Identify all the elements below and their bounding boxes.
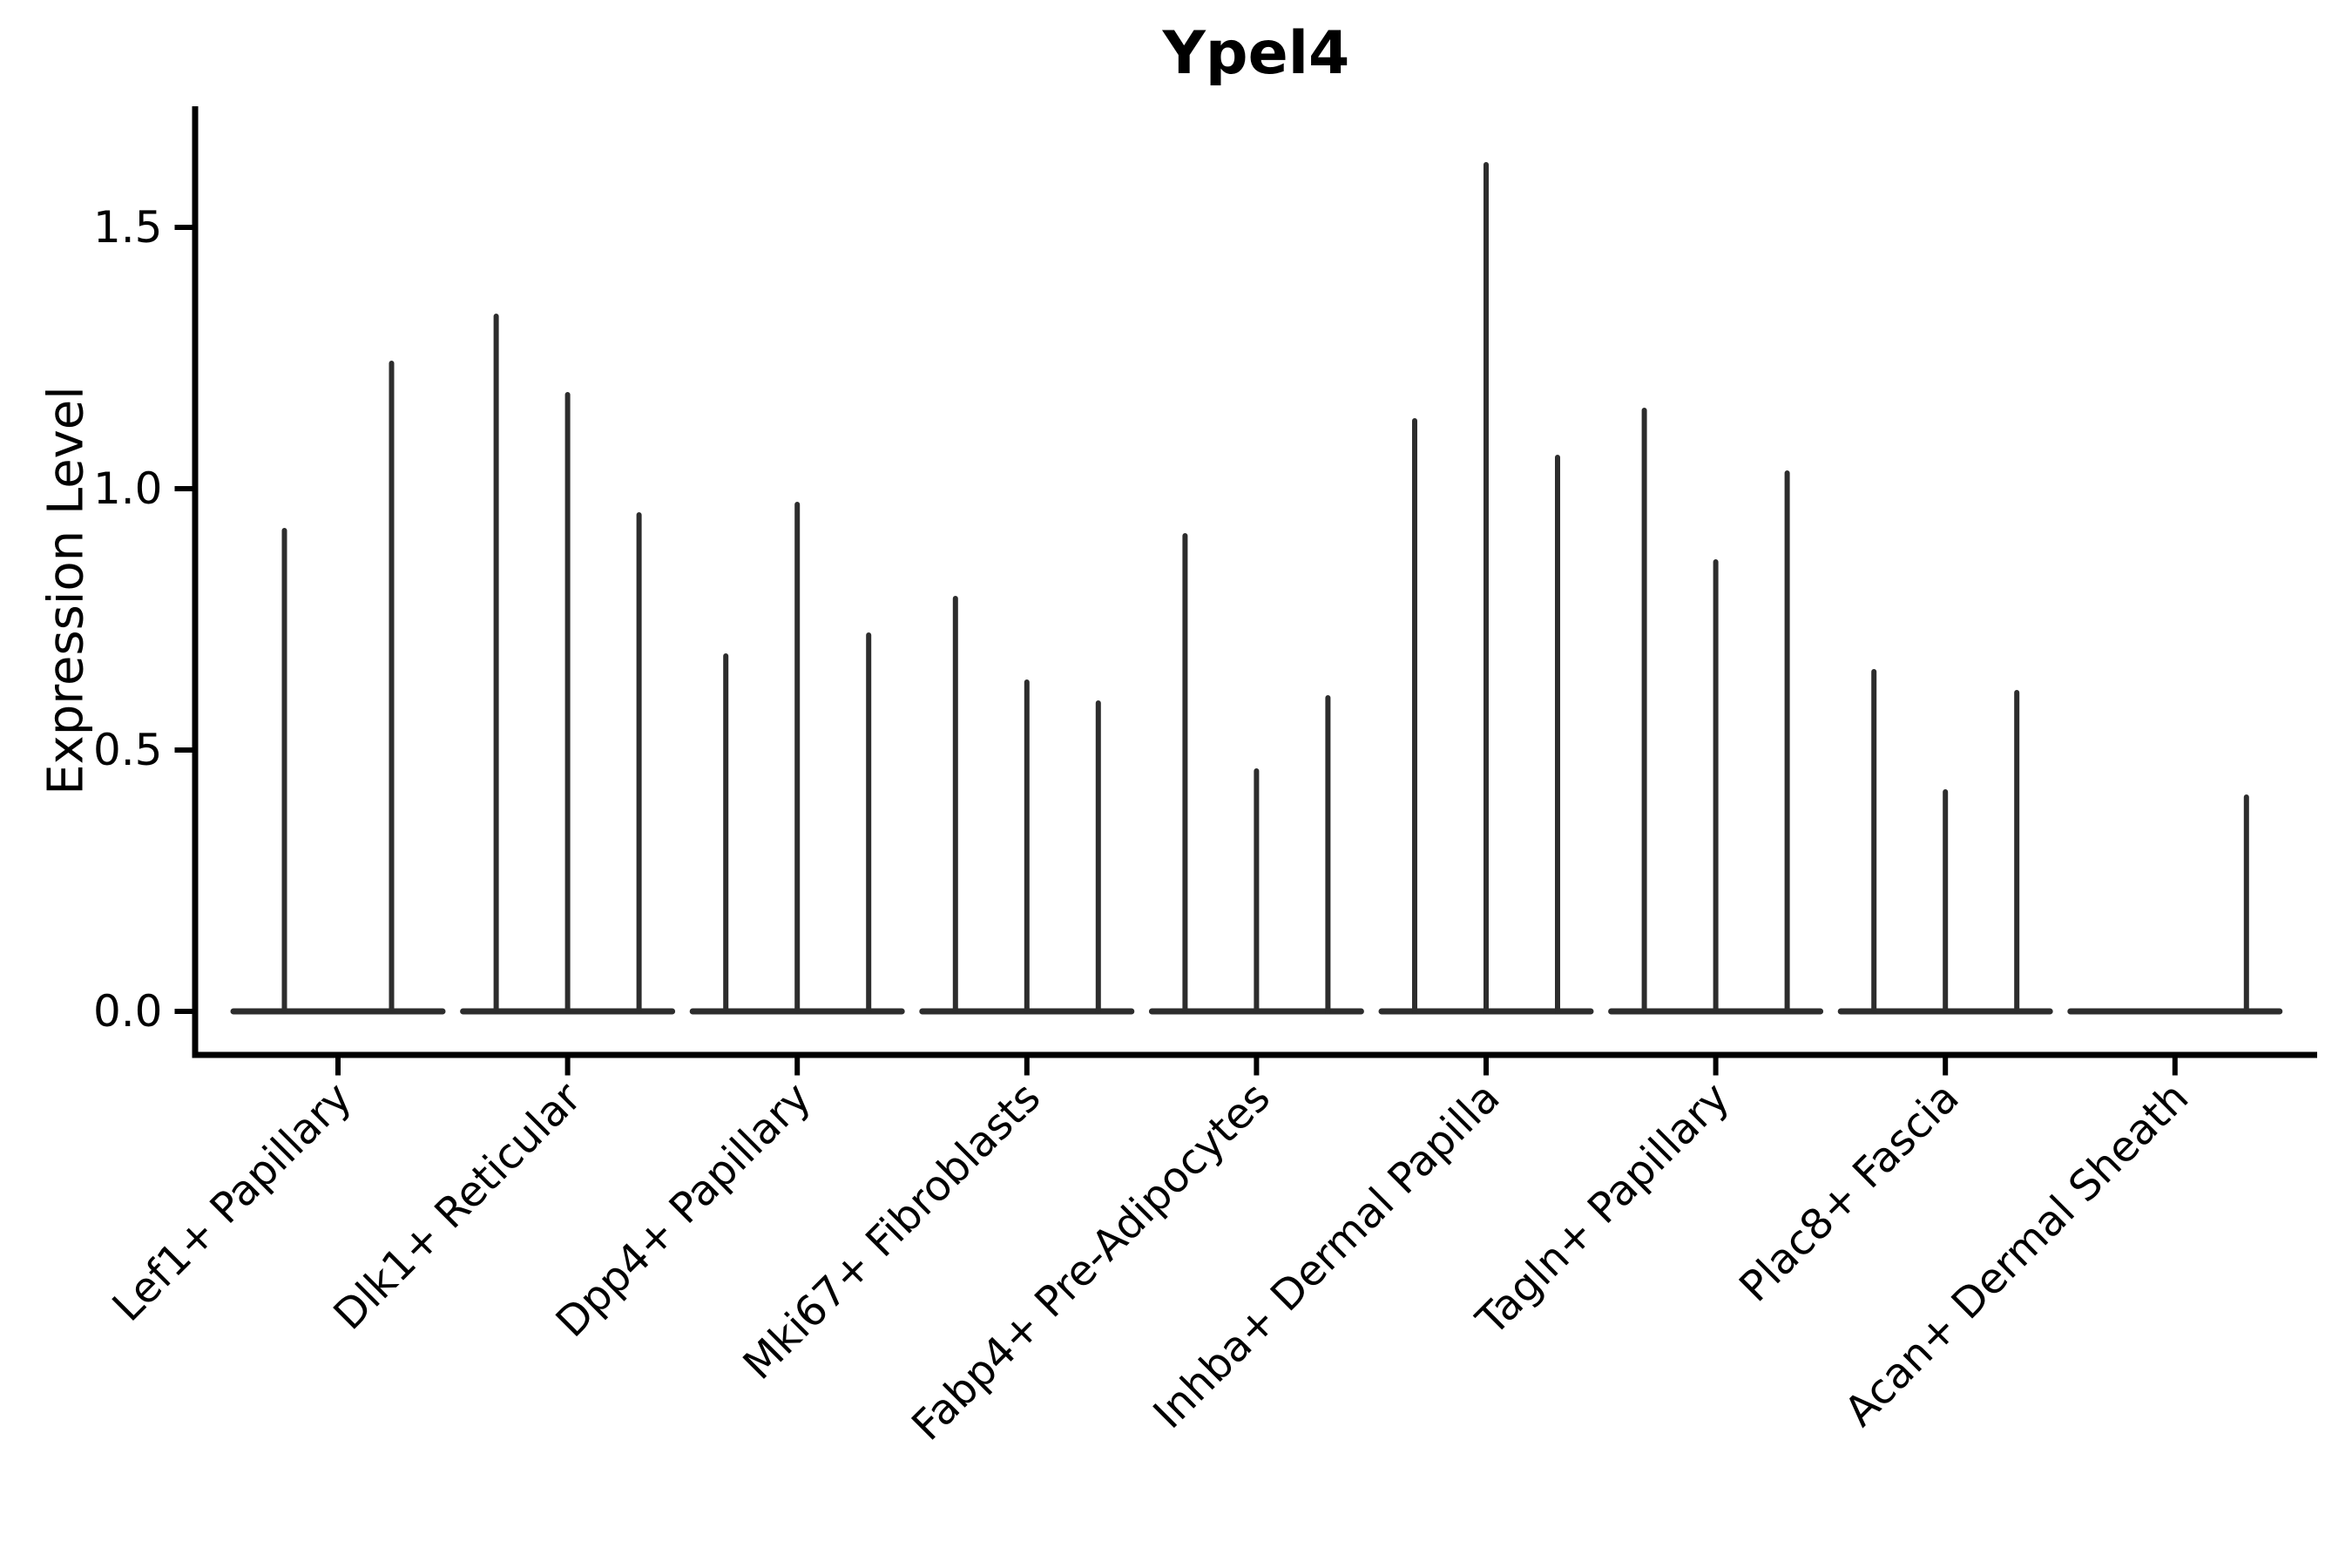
x-axis-category-label: Dpp4+ Papillary bbox=[547, 1073, 821, 1347]
y-tick-label: 1.5 bbox=[93, 202, 163, 253]
y-tick-label: 0.5 bbox=[93, 725, 163, 775]
x-axis-category-label: Dlk1+ Reticular bbox=[324, 1073, 591, 1340]
chart-title: Ypel4 bbox=[1162, 19, 1350, 88]
x-axis-category-label: Lef1+ Papillary bbox=[104, 1073, 362, 1331]
y-tick-label: 0.0 bbox=[93, 986, 163, 1037]
y-axis-label: Expression Level bbox=[37, 386, 95, 795]
x-axis-category-label: Plac8+ Fascia bbox=[1730, 1073, 1969, 1312]
x-axis-category-label: Tagln+ Papillary bbox=[1467, 1073, 1739, 1345]
y-tick-label: 1.0 bbox=[93, 463, 163, 514]
